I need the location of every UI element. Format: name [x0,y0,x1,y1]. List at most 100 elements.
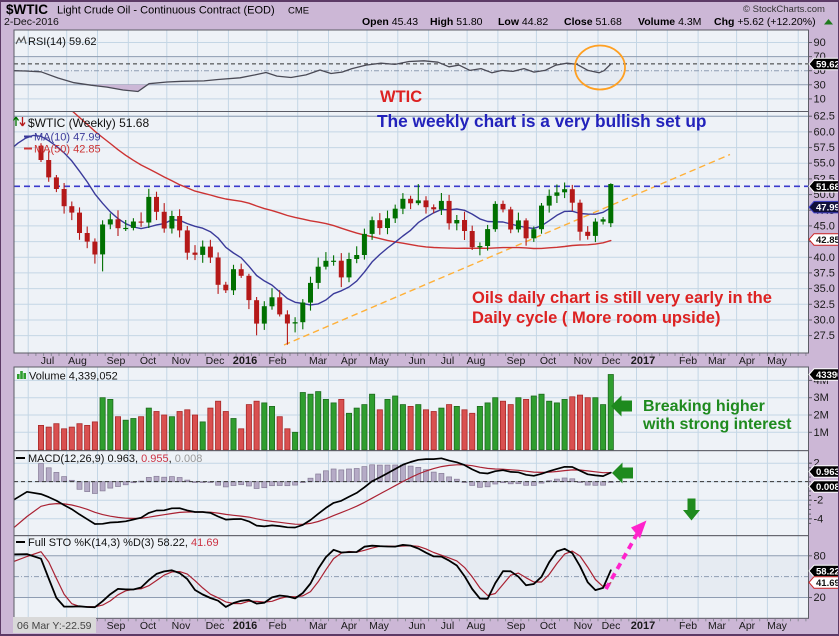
svg-text:Close 51.68: Close 51.68 [564,16,622,28]
svg-text:Dec: Dec [206,620,225,632]
svg-text:Low 44.82: Low 44.82 [498,16,548,28]
svg-text:Jul: Jul [441,620,454,632]
svg-text:06 Mar Y:-22.59: 06 Mar Y:-22.59 [17,620,92,632]
svg-text:80: 80 [814,550,826,562]
svg-text:CME: CME [288,6,309,17]
svg-text:1M: 1M [814,427,829,439]
svg-text:Open 45.43: Open 45.43 [362,16,418,28]
svg-text:37.5: 37.5 [814,267,835,279]
svg-text:20: 20 [814,592,826,604]
svg-text:Nov: Nov [172,620,191,632]
svg-text:3M: 3M [814,392,829,404]
svg-text:$WTIC (Weekly) 51.68: $WTIC (Weekly) 51.68 [28,116,149,130]
svg-text:Nov: Nov [574,620,593,632]
svg-text:High 51.80: High 51.80 [430,16,483,28]
svg-text:Jun: Jun [409,355,426,367]
svg-text:© StockCharts.com: © StockCharts.com [743,4,825,15]
svg-text:58.22: 58.22 [816,566,839,577]
svg-text:Apr: Apr [341,620,358,632]
svg-text:59.62: 59.62 [816,59,839,70]
svg-text:10: 10 [814,93,826,105]
svg-text:-2: -2 [814,495,824,507]
svg-text:Breaking higher: Breaking higher [643,398,765,415]
svg-text:35.0: 35.0 [814,283,835,295]
svg-text:Mar: Mar [708,620,727,632]
svg-text:Nov: Nov [574,355,593,367]
svg-text:WTIC: WTIC [380,88,422,106]
svg-text:Apr: Apr [739,620,756,632]
svg-text:with strong interest: with strong interest [642,416,792,433]
svg-text:MA(10) 47.99: MA(10) 47.99 [34,132,101,144]
svg-text:Feb: Feb [679,620,697,632]
svg-text:Apr: Apr [739,355,756,367]
svg-text:60.0: 60.0 [814,126,835,138]
svg-text:-4: -4 [814,513,824,525]
svg-text:RSI(14) 59.62: RSI(14) 59.62 [28,36,96,48]
svg-text:Daily cycle ( More room upside: Daily cycle ( More room upside) [472,309,720,327]
svg-text:Oct: Oct [540,355,556,367]
svg-text:32.5: 32.5 [814,299,835,311]
svg-text:Aug: Aug [467,620,486,632]
svg-text:Dec: Dec [602,355,621,367]
svg-text:42.85: 42.85 [816,235,839,246]
svg-text:2M: 2M [814,410,829,422]
svg-text:47.99: 47.99 [816,203,839,214]
svg-text:Light Crude Oil - Continuous C: Light Crude Oil - Continuous Contract (E… [57,5,275,17]
svg-text:Oct: Oct [140,620,156,632]
svg-text:Aug: Aug [467,355,486,367]
svg-text:Oct: Oct [540,620,556,632]
svg-text:2017: 2017 [631,620,655,632]
svg-text:27.5: 27.5 [814,330,835,342]
svg-text:MA(50) 42.85: MA(50) 42.85 [34,144,101,156]
svg-text:Volume 4.3M: Volume 4.3M [638,16,701,28]
svg-text:Feb: Feb [268,620,286,632]
svg-text:May: May [369,355,390,367]
svg-text:90: 90 [814,37,826,49]
svg-text:Oct: Oct [140,355,156,367]
svg-text:62.5: 62.5 [814,111,835,123]
svg-text:55.0: 55.0 [814,158,835,170]
svg-text:Jun: Jun [409,620,426,632]
svg-text:Mar: Mar [309,355,328,367]
svg-text:Apr: Apr [341,355,358,367]
svg-text:41.69: 41.69 [816,578,839,589]
svg-text:40.0: 40.0 [814,252,835,264]
svg-text:30.0: 30.0 [814,315,835,327]
svg-text:Mar: Mar [708,355,727,367]
svg-text:Nov: Nov [172,355,191,367]
svg-text:2-Dec-2016: 2-Dec-2016 [4,16,59,28]
svg-text:Volume 4,339,052: Volume 4,339,052 [29,371,118,383]
svg-text:$WTIC: $WTIC [6,2,48,17]
svg-text:2: 2 [814,458,820,470]
svg-text:Aug: Aug [68,355,87,367]
svg-text:0.963: 0.963 [816,467,839,478]
svg-text:Feb: Feb [679,355,697,367]
svg-text:Sep: Sep [507,620,526,632]
svg-text:Feb: Feb [268,355,286,367]
svg-text:2016: 2016 [233,620,257,632]
svg-text:Oils daily chart is still very: Oils daily chart is still very early in … [472,289,772,307]
svg-text:2016: 2016 [233,355,257,367]
svg-text:Sep: Sep [507,355,526,367]
svg-text:45.0: 45.0 [814,220,835,232]
svg-text:Dec: Dec [602,620,621,632]
svg-text:51.68: 51.68 [816,182,839,193]
svg-text:Jul: Jul [41,355,54,367]
svg-text:Sep: Sep [107,620,126,632]
svg-text:Dec: Dec [206,355,225,367]
svg-text:Jul: Jul [441,355,454,367]
svg-text:57.5: 57.5 [814,142,835,154]
svg-text:30: 30 [814,79,826,91]
svg-text:0.008: 0.008 [816,482,839,493]
svg-text:2017: 2017 [631,355,655,367]
svg-text:May: May [767,355,788,367]
svg-text:MACD(12,26,9) 0.963, 0.955, 0.: MACD(12,26,9) 0.963, 0.955, 0.008 [28,453,202,465]
svg-text:May: May [767,620,788,632]
svg-text:May: May [369,620,390,632]
svg-text:The weekly chart is a very bul: The weekly chart is a very bullish set u… [377,111,706,131]
svg-text:Full STO %K(14,3) %D(3) 58.22,: Full STO %K(14,3) %D(3) 58.22, 41.69 [28,537,219,549]
svg-text:4339052: 4339052 [816,370,839,381]
svg-text:Chg +5.62 (+12.20%): Chg +5.62 (+12.20%) [714,16,816,28]
svg-text:Sep: Sep [107,355,126,367]
svg-text:Mar: Mar [309,620,328,632]
